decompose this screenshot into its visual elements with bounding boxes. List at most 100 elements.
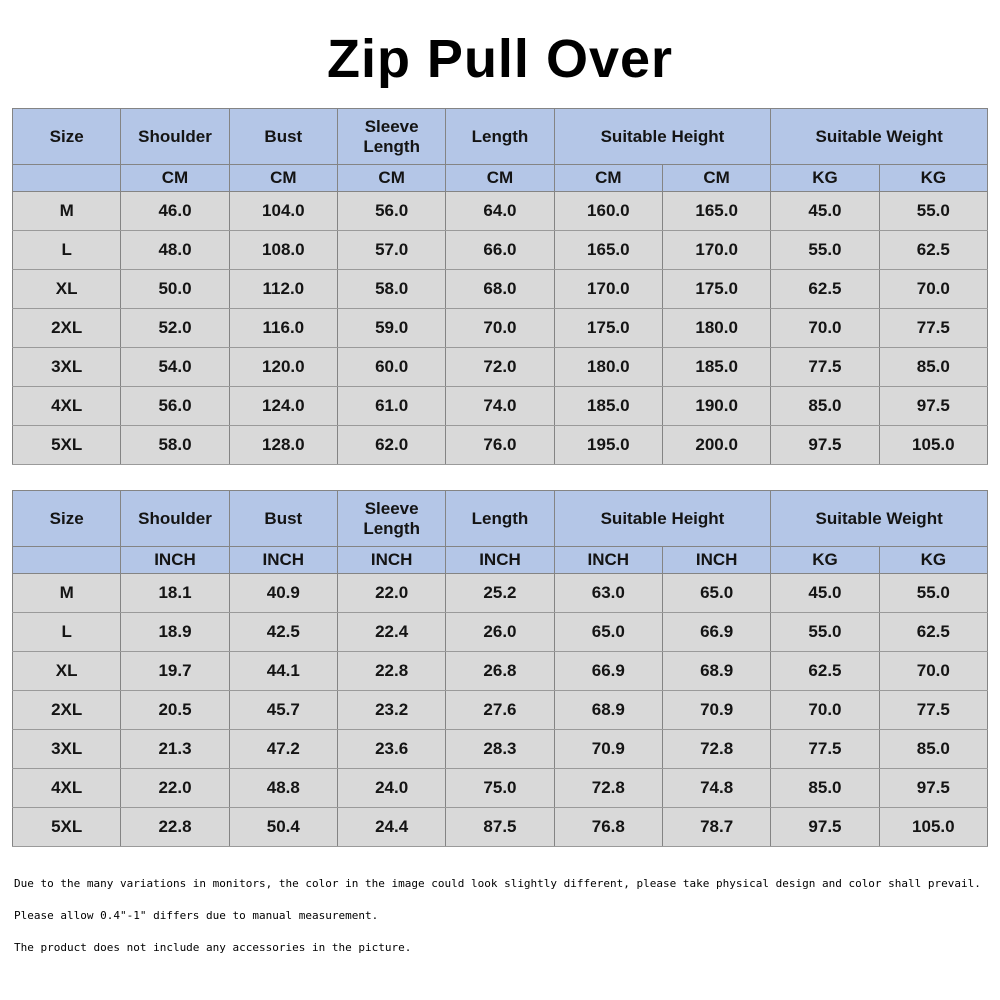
footnote-monitor-colors: Due to the many variations in monitors, …: [14, 877, 981, 890]
unit-header-kg: KG: [770, 546, 880, 574]
value-cell: 25.2: [445, 573, 555, 613]
value-cell: 165.0: [553, 230, 663, 270]
value-cell: 21.3: [120, 729, 230, 769]
value-cell: 48.0: [120, 230, 230, 270]
value-cell: 45.0: [770, 573, 880, 613]
table-row-5xl: 5XL 22.8 50.4 24.4 87.5 76.8 78.7 97.5 105.0: [11, 807, 989, 847]
value-cell: 70.9: [553, 729, 663, 769]
column-header-length: Length: [445, 490, 555, 547]
value-cell: 58.0: [120, 425, 230, 465]
value-cell: 55.0: [770, 230, 880, 270]
table-row-xl: XL 50.0 112.0 58.0 68.0 170.0 175.0 62.5 70.0: [11, 269, 989, 309]
unit-header-kg: KG: [878, 546, 989, 574]
value-cell: 45.7: [228, 690, 338, 730]
value-cell: 77.5: [878, 690, 989, 730]
unit-header-cm: CM: [336, 164, 447, 192]
value-cell: 74.8: [661, 768, 772, 808]
column-header-suitable-weight: Suitable Weight: [770, 490, 988, 547]
value-cell: 44.1: [228, 651, 338, 691]
value-cell: 97.5: [878, 386, 989, 426]
value-cell: 75.0: [445, 768, 555, 808]
size-cell: XL: [11, 651, 122, 691]
unit-header-inch: INCH: [336, 546, 447, 574]
column-header-bust: Bust: [228, 490, 338, 547]
value-cell: 45.0: [770, 191, 880, 231]
size-table-inch: Size Shoulder Bust Sleeve Length Length Suita…: [11, 490, 989, 847]
value-cell: 23.2: [336, 690, 447, 730]
size-table-cm: Size Shoulder Bust Sleeve Length Length Suita…: [11, 108, 989, 465]
unit-header-cm: CM: [445, 164, 555, 192]
value-cell: 64.0: [445, 191, 555, 231]
footnote-measurement-tolerance: Please allow 0.4"-1" differs due to manu…: [14, 909, 379, 922]
table-row-3xl: 3XL 54.0 120.0 60.0 72.0 180.0 185.0 77.5 85.0: [11, 347, 989, 387]
size-cell: 5XL: [11, 807, 122, 847]
table-row-xl: XL 19.7 44.1 22.8 26.8 66.9 68.9 62.5 70.0: [11, 651, 989, 691]
column-header-size: Size: [11, 490, 122, 547]
value-cell: 24.0: [336, 768, 447, 808]
size-cell: L: [11, 612, 122, 652]
value-cell: 55.0: [770, 612, 880, 652]
column-header-sleeve-length: Sleeve Length: [336, 108, 447, 165]
value-cell: 65.0: [661, 573, 772, 613]
unit-header-cm: CM: [228, 164, 338, 192]
value-cell: 61.0: [336, 386, 447, 426]
value-cell: 47.2: [228, 729, 338, 769]
value-cell: 18.1: [120, 573, 230, 613]
value-cell: 185.0: [661, 347, 772, 387]
column-header-sleeve-length: Sleeve Length: [336, 490, 447, 547]
value-cell: 160.0: [553, 191, 663, 231]
value-cell: 124.0: [228, 386, 338, 426]
size-cell: XL: [11, 269, 122, 309]
value-cell: 77.5: [770, 347, 880, 387]
value-cell: 77.5: [878, 308, 989, 348]
value-cell: 112.0: [228, 269, 338, 309]
value-cell: 170.0: [661, 230, 772, 270]
value-cell: 72.0: [445, 347, 555, 387]
value-cell: 175.0: [661, 269, 772, 309]
value-cell: 97.5: [770, 807, 880, 847]
value-cell: 26.0: [445, 612, 555, 652]
value-cell: 22.8: [120, 807, 230, 847]
value-cell: 62.5: [770, 269, 880, 309]
value-cell: 76.0: [445, 425, 555, 465]
value-cell: 42.5: [228, 612, 338, 652]
value-cell: 62.0: [336, 425, 447, 465]
unit-header-inch: INCH: [228, 546, 338, 574]
size-cell: 2XL: [11, 690, 122, 730]
unit-header-inch: INCH: [661, 546, 772, 574]
size-cell: 4XL: [11, 768, 122, 808]
value-cell: 85.0: [770, 768, 880, 808]
value-cell: 70.0: [878, 651, 989, 691]
table-row-m: M 18.1 40.9 22.0 25.2 63.0 65.0 45.0 55.0: [11, 573, 989, 613]
value-cell: 78.7: [661, 807, 772, 847]
value-cell: 170.0: [553, 269, 663, 309]
size-cell: 3XL: [11, 729, 122, 769]
size-cell: M: [11, 573, 122, 613]
value-cell: 63.0: [553, 573, 663, 613]
value-cell: 116.0: [228, 308, 338, 348]
value-cell: 76.8: [553, 807, 663, 847]
value-cell: 97.5: [770, 425, 880, 465]
unit-header-inch: INCH: [553, 546, 663, 574]
size-cell: L: [11, 230, 122, 270]
value-cell: 68.9: [661, 651, 772, 691]
value-cell: 70.0: [770, 308, 880, 348]
value-cell: 185.0: [553, 386, 663, 426]
column-header-shoulder: Shoulder: [120, 108, 230, 165]
value-cell: 77.5: [770, 729, 880, 769]
table-row-5xl: 5XL 58.0 128.0 62.0 76.0 195.0 200.0 97.5 105.0: [11, 425, 989, 465]
value-cell: 105.0: [878, 425, 989, 465]
column-header-length: Length: [445, 108, 555, 165]
footnote-accessories: The product does not include any accesso…: [14, 941, 412, 954]
unit-header-inch: INCH: [445, 546, 555, 574]
table-row-2xl: 2XL 20.5 45.7 23.2 27.6 68.9 70.9 70.0 77.5: [11, 690, 989, 730]
value-cell: 165.0: [661, 191, 772, 231]
size-cell: 4XL: [11, 386, 122, 426]
value-cell: 50.0: [120, 269, 230, 309]
value-cell: 22.0: [336, 573, 447, 613]
value-cell: 85.0: [878, 347, 989, 387]
value-cell: 66.0: [445, 230, 555, 270]
table-row-m: M 46.0 104.0 56.0 64.0 160.0 165.0 45.0 55.0: [11, 191, 989, 231]
value-cell: 60.0: [336, 347, 447, 387]
